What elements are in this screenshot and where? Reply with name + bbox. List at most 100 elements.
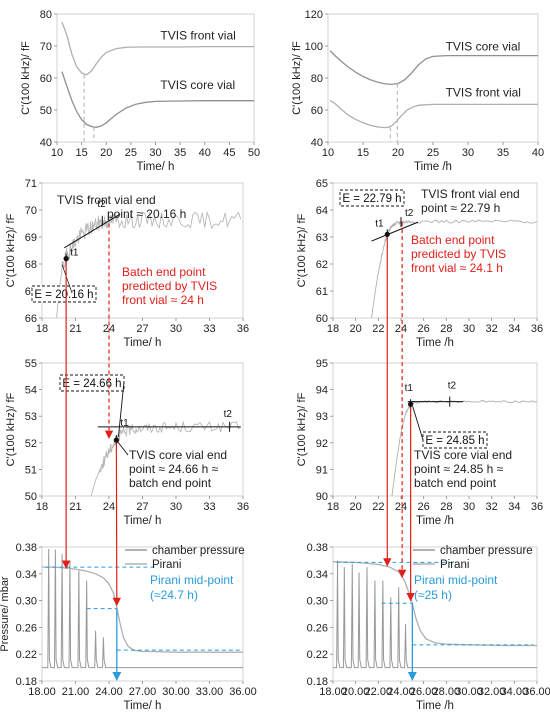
x-tick-label: 20 [350,323,362,335]
arrows-layer [61,222,415,607]
x-tick-label: 28 [440,323,452,335]
y-tick-label: 0.38 [16,542,37,554]
x-tick-label: 24 [395,501,407,513]
y-tick-label: 0.18 [16,676,37,688]
x-tick-label: 36 [237,501,249,513]
x-tick-label: 26.00 [410,686,438,698]
annotation-text: Pirani mid-point [414,573,498,587]
x-tick-label: 18 [327,323,339,335]
x-tick-label: 25 [427,147,439,159]
x-tick-label: 24 [103,501,115,513]
y-tick-label: 0.38 [307,542,328,554]
y-tick-label: 80 [40,9,52,21]
y-tick-label: 80 [311,73,323,85]
x-tick-label: 20 [100,147,112,159]
x-tick-label: 30.00 [455,686,483,698]
y-tick-label: 92 [316,438,328,450]
plot-frame [327,13,539,143]
y-tick-label: 60 [316,313,328,325]
y-tick-label: 63 [316,232,328,244]
time-marker-label: t1 [375,218,384,229]
x-tick-label: 45 [223,147,235,159]
annotation-text: batch end point [129,476,212,490]
x-tick-label: 24 [395,323,407,335]
series-line-chamber-pressure [333,560,537,669]
y-tick-label: 120 [305,9,323,21]
annotation-text: TVIS front vial end [57,193,156,207]
endpoint-box-leader [412,406,424,441]
x-tick-label: 21 [69,323,81,335]
y-axis-label: C'(100 kHz)/ fF [296,392,308,466]
x-tick-label: 21.00 [62,686,90,698]
y-tick-label: 64 [316,205,328,217]
x-tick-label: 27 [136,501,148,513]
x-tick-label: 20 [392,147,404,159]
chart-panel-g: 18.00 21.00 24.00 27.00 30.00 33.00 36.00 0.18 0… [0,542,257,712]
y-tick-label: 0.30 [16,596,37,608]
y-axis-label: C'(100 kHz)/ fF [20,41,32,115]
annotation-text: batch end point [414,476,497,490]
x-tick-label: 15 [357,147,369,159]
time-marker-label: t2 [405,208,414,219]
legend-label: Pirani [152,559,181,571]
annotation-text: (≈24.7 h) [150,588,198,602]
plot-frame [332,182,538,319]
y-tick-label: 95 [316,358,328,370]
x-tick-label: 35 [497,147,509,159]
tangent-line [371,221,419,242]
x-tick-label: 30 [463,501,475,513]
x-tick-label: 26 [418,501,430,513]
tangent-line [64,213,121,249]
y-tick-label: 90 [316,491,328,503]
x-axis-label: Time /h [416,337,454,349]
legend-label: Pirani [440,559,469,571]
series-label: TVIS front vial [446,86,521,100]
annotation-text: Batch end point [122,265,206,279]
y-tick-label: 60 [40,73,52,85]
time-marker-label: t1 [120,418,129,429]
x-tick-label: 32 [486,323,498,335]
y-tick-label: 70 [40,41,52,53]
y-tick-label: 93 [316,411,328,423]
annotation-leader [116,439,129,456]
x-tick-label: 40 [532,147,544,159]
y-tick-label: 50 [40,105,52,117]
x-tick-label: 36 [531,323,543,335]
x-tick-label: 25 [125,147,137,159]
plot-frame [332,546,538,682]
series-line [371,219,538,319]
time-marker-label: t1 [405,383,414,394]
x-tick-label: 22 [372,323,384,335]
x-tick-label: 35 [174,147,186,159]
x-tick-label: 30.00 [162,686,190,698]
y-tick-label: 55 [25,358,37,370]
annotation-text: TVIS core vial end [414,448,512,462]
x-tick-label: 40 [199,147,211,159]
y-tick-label: 68 [25,259,37,271]
x-tick-label: 18 [36,501,48,513]
endpoint-box-leader [61,264,73,294]
endpoint-box [339,189,405,207]
x-tick-label: 24.00 [95,686,123,698]
x-tick-label: 18 [327,501,339,513]
annotation-text: Batch end point [411,233,495,247]
chart-panel-e: 18 21 24 27 30 33 36 50 51 52 53 54 55 Time/ h C'(100 … [5,358,249,527]
y-tick-label: 40 [40,137,52,149]
plots-layer: 10 15 20 25 30 35 40 45 50 40 50 60 70 80 Time/ h C'(10… [0,9,550,712]
series-line [329,99,538,129]
x-tick-label: 22 [372,501,384,513]
chart-panel-h: 18.0020.0022.0024.0026.0028.0030.0032.00… [307,542,550,712]
x-tick-label: 30 [463,323,475,335]
x-tick-label: 32.00 [478,686,506,698]
series-label: TVIS front vial [160,29,235,43]
x-tick-label: 28 [440,501,452,513]
y-tick-label: 94 [316,385,328,397]
x-axis-label: Time /h [416,515,454,527]
series-line [61,21,254,76]
y-tick-label: 0.34 [307,569,328,581]
y-tick-label: 71 [25,178,37,190]
y-tick-label: 65 [316,178,328,190]
x-tick-label: 33.00 [196,686,224,698]
y-tick-label: 0.22 [307,649,328,661]
